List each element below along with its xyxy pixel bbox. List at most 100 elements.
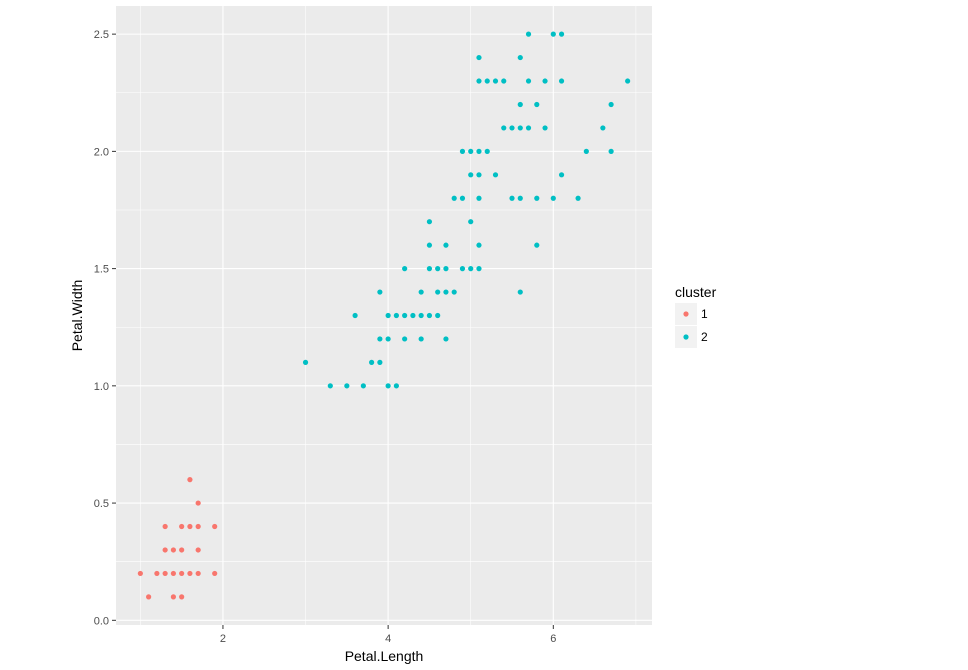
point-cluster-2: [385, 336, 391, 342]
point-cluster-2: [418, 312, 424, 319]
point-cluster-2: [608, 101, 614, 108]
point-cluster-2: [501, 125, 507, 131]
point-cluster-2: [402, 336, 408, 342]
point-cluster-1: [187, 523, 193, 530]
point-cluster-2: [402, 312, 408, 319]
point-cluster-1: [195, 547, 201, 553]
point-cluster-2: [625, 78, 631, 84]
point-cluster-2: [509, 125, 515, 131]
point-cluster-1: [162, 570, 168, 577]
point-cluster-2: [435, 312, 441, 319]
point-cluster-2: [451, 195, 457, 201]
point-cluster-2: [468, 172, 474, 178]
point-cluster-2: [550, 31, 556, 37]
plot-panel: [116, 6, 652, 625]
major-gridlines: [116, 6, 652, 625]
point-cluster-2: [426, 219, 433, 225]
point-cluster-2: [377, 336, 383, 342]
y-tick-label: 2.0: [94, 146, 109, 158]
point-cluster-2: [517, 101, 523, 108]
x-tick-label: 6: [550, 633, 556, 645]
point-cluster-2: [550, 195, 556, 201]
point-cluster-2: [302, 359, 309, 365]
point-cluster-2: [402, 266, 408, 272]
point-cluster-2: [426, 242, 433, 248]
y-axis: 0.0 0.5 1.0 1.5 2.0 2.5: [94, 29, 116, 627]
point-cluster-1: [187, 477, 193, 483]
point-cluster-2: [377, 289, 383, 295]
y-tick-label: 0.0: [94, 615, 109, 627]
point-cluster-2: [558, 78, 565, 84]
legend-items: 12: [675, 303, 708, 348]
point-cluster-2: [476, 172, 482, 178]
point-cluster-2: [476, 195, 482, 201]
point-cluster-2: [468, 219, 474, 225]
point-cluster-2: [435, 289, 441, 295]
point-cluster-2: [385, 312, 391, 319]
point-cluster-2: [476, 242, 482, 248]
point-cluster-2: [517, 195, 523, 201]
point-cluster-2: [410, 312, 416, 319]
point-cluster-1: [146, 594, 152, 600]
point-cluster-2: [393, 312, 399, 319]
point-cluster-2: [352, 312, 358, 319]
x-axis: 2 4 6: [220, 625, 556, 645]
y-tick-label: 2.5: [94, 29, 109, 41]
point-cluster-2: [385, 383, 391, 389]
point-cluster-2: [426, 312, 433, 319]
point-cluster-2: [492, 172, 499, 178]
point-cluster-1: [195, 500, 201, 506]
point-cluster-2: [608, 148, 614, 154]
point-cluster-1: [187, 570, 193, 577]
point-cluster-1: [212, 570, 218, 577]
point-cluster-1: [170, 547, 176, 553]
point-cluster-1: [162, 523, 168, 530]
point-cluster-1: [195, 570, 201, 577]
point-cluster-2: [509, 195, 515, 201]
y-tick-label: 1.5: [94, 264, 109, 276]
point-cluster-2: [534, 101, 540, 108]
point-cluster-2: [484, 148, 490, 154]
point-cluster-2: [451, 289, 457, 295]
legend-key-point: [683, 334, 689, 340]
point-cluster-2: [443, 266, 449, 272]
point-cluster-1: [212, 523, 218, 530]
point-cluster-1: [170, 594, 176, 600]
point-cluster-2: [517, 54, 523, 61]
minor-gridlines: [116, 6, 652, 625]
point-cluster-2: [525, 78, 532, 84]
point-cluster-1: [195, 523, 201, 530]
point-cluster-2: [542, 78, 548, 84]
point-cluster-1: [179, 594, 185, 600]
point-cluster-1: [179, 523, 185, 530]
x-tick-label: 2: [220, 633, 226, 645]
point-cluster-2: [344, 383, 350, 389]
point-cluster-2: [443, 289, 449, 295]
point-cluster-2: [600, 125, 606, 131]
point-cluster-1: [162, 547, 168, 553]
point-cluster-1: [154, 570, 160, 577]
legend-label: 1: [701, 307, 708, 321]
point-cluster-2: [492, 78, 499, 84]
point-cluster-1: [179, 547, 185, 553]
y-tick-label: 0.5: [94, 498, 109, 510]
data-points: [137, 31, 631, 600]
y-tick-label: 1.0: [94, 381, 109, 393]
point-cluster-2: [534, 195, 540, 201]
legend-key-point: [683, 311, 689, 317]
point-cluster-2: [360, 383, 366, 389]
point-cluster-2: [542, 125, 548, 131]
legend-title: cluster: [675, 284, 717, 300]
x-axis-title: Petal.Length: [345, 648, 424, 664]
point-cluster-2: [534, 242, 540, 248]
point-cluster-2: [369, 359, 375, 365]
point-cluster-2: [476, 78, 482, 84]
point-cluster-2: [517, 289, 523, 295]
point-cluster-2: [484, 78, 490, 84]
point-cluster-2: [501, 78, 507, 84]
point-cluster-2: [377, 359, 383, 365]
point-cluster-2: [443, 336, 449, 342]
point-cluster-2: [525, 31, 532, 37]
point-cluster-2: [558, 172, 565, 178]
point-cluster-1: [170, 570, 176, 577]
